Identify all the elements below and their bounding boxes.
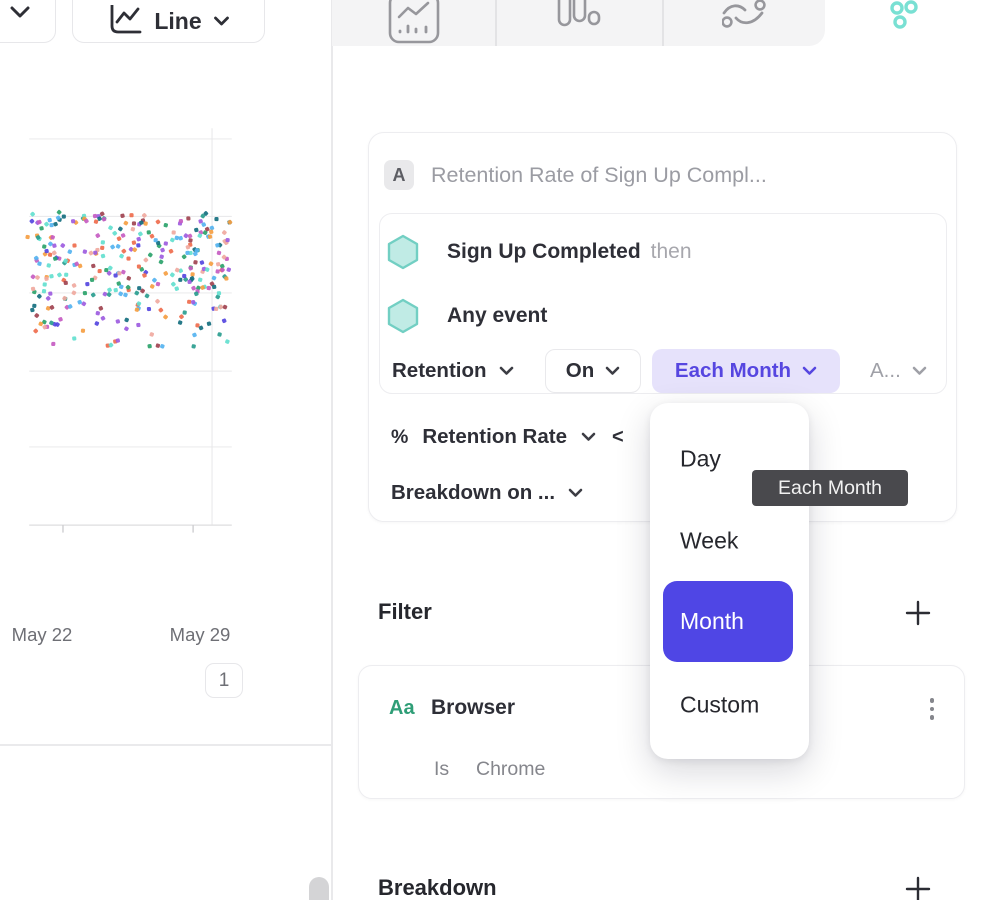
bar-chart-tab-icon	[557, 0, 600, 27]
filter-section-heading: Filter	[378, 599, 432, 624]
tab-retention-selected[interactable]	[884, 0, 928, 46]
breakdown-on-dropdown[interactable]: Breakdown on ...	[391, 479, 583, 507]
x-axis-label-may29: May 29	[169, 624, 231, 645]
overflow-dropdown-button[interactable]	[0, 0, 56, 43]
truncated-dropdown[interactable]: A...	[870, 349, 927, 393]
chart-type-button[interactable]: Line	[72, 0, 265, 43]
each-month-tooltip: Each Month	[752, 470, 908, 506]
x-axis-label-may22: May 22	[11, 624, 73, 645]
chart-type-label: Line	[154, 7, 202, 34]
add-filter-button[interactable]	[903, 598, 933, 628]
filter-property-name: Browser	[431, 696, 516, 719]
menu-item-custom[interactable]: Custom	[680, 691, 760, 718]
on-dropdown-button[interactable]: On	[545, 349, 641, 393]
chevron-down-icon	[568, 488, 583, 497]
retention-query-card: A Retention Rate of Sign Up Compl... Sig…	[368, 132, 957, 522]
chevron-down-icon	[499, 366, 513, 375]
flow-tab-icon	[722, 0, 766, 28]
percent-icon: %	[391, 425, 409, 448]
chevron-down-icon	[802, 366, 817, 375]
query-title: Retention Rate of Sign Up Compl...	[431, 163, 767, 187]
event-row-return[interactable]: Any event	[386, 298, 547, 334]
event-row-first[interactable]: Sign Up Completed then	[386, 234, 692, 270]
horizontal-divider	[0, 744, 331, 746]
chart-type-tab-strip	[332, 0, 825, 46]
line-chart-icon	[110, 5, 142, 34]
chevron-down-icon	[605, 366, 620, 375]
query-label-badge: A	[384, 160, 414, 190]
property-type-icon: Aa	[389, 697, 415, 719]
pagination-page-button[interactable]: 1	[205, 663, 243, 698]
breakdown-section-heading: Breakdown	[378, 875, 497, 900]
period-dropdown-button[interactable]: Each Month	[652, 349, 840, 393]
tab-bar-chart[interactable]	[497, 0, 661, 46]
event-hexagon-icon	[387, 234, 419, 270]
retention-chart	[25, 128, 233, 533]
period-dropdown-menu: Day Week Month Custom	[650, 403, 809, 759]
event-box: Sign Up Completed then Any event Retenti…	[379, 213, 947, 394]
add-breakdown-button[interactable]	[903, 874, 933, 900]
insights-chart-tab-icon	[388, 0, 440, 44]
tab-separator	[662, 0, 664, 46]
tab-insights-chart[interactable]	[332, 0, 496, 46]
filter-operator: Is	[434, 758, 450, 780]
menu-item-day[interactable]: Day	[680, 445, 721, 472]
scrollbar-thumb[interactable]	[309, 877, 329, 900]
menu-item-month-selected[interactable]: Month	[663, 581, 793, 662]
chevron-down-icon	[213, 16, 229, 25]
tab-flow[interactable]	[664, 0, 825, 46]
measure-dropdown[interactable]: % Retention Rate <	[391, 425, 624, 448]
retention-dots-tab-icon	[890, 0, 918, 29]
menu-item-week[interactable]: Week	[680, 527, 739, 554]
clipped-text: <	[612, 425, 624, 448]
chevron-down-icon	[912, 366, 927, 375]
chevron-down-icon	[581, 432, 596, 441]
tab-separator	[495, 0, 497, 46]
event-hexagon-icon	[387, 298, 419, 334]
kebab-menu-icon[interactable]	[919, 694, 945, 724]
filter-value: Chrome	[476, 758, 546, 780]
retention-mode-dropdown[interactable]: Retention	[392, 349, 514, 393]
chevron-down-icon	[10, 6, 30, 18]
vertical-divider	[331, 0, 333, 900]
